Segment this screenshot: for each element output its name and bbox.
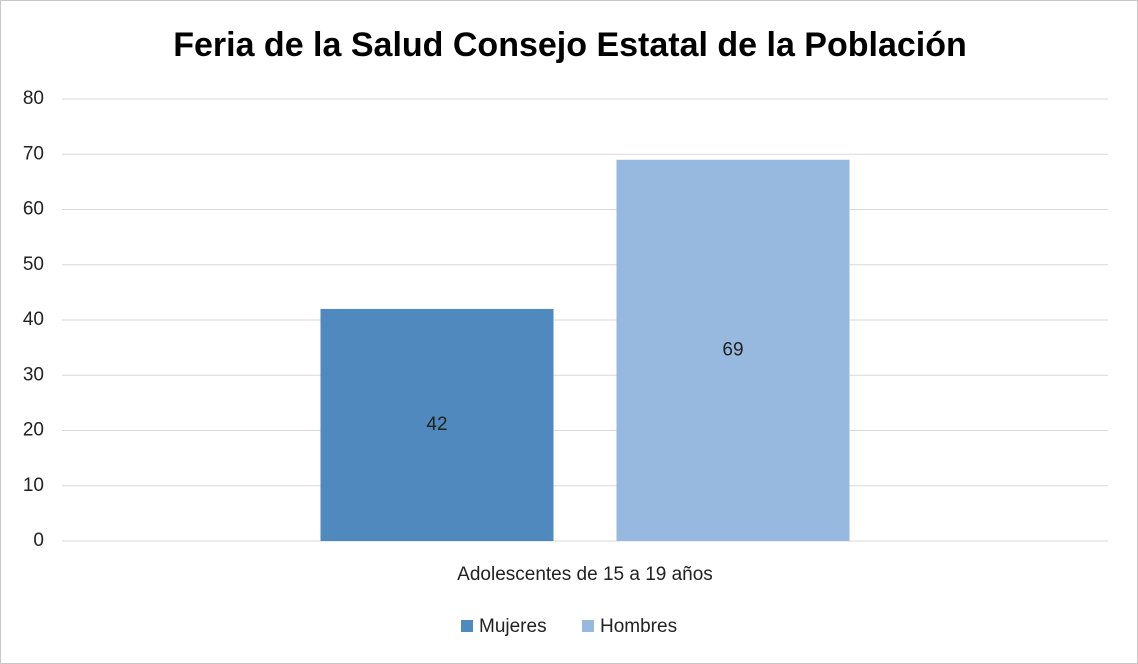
bar bbox=[320, 308, 554, 541]
data-label: 69 bbox=[722, 339, 743, 360]
legend-swatch bbox=[582, 620, 594, 632]
legend-swatch bbox=[461, 620, 473, 632]
bar bbox=[616, 159, 850, 541]
y-tick-label: 40 bbox=[23, 309, 44, 330]
data-label: 42 bbox=[426, 414, 447, 435]
chart-title: Feria de la Salud Consejo Estatal de la … bbox=[173, 26, 967, 64]
y-tick-label: 30 bbox=[23, 364, 44, 385]
legend-label: Mujeres bbox=[479, 616, 547, 637]
y-tick-label: 10 bbox=[23, 475, 44, 496]
y-tick-label: 60 bbox=[23, 199, 44, 220]
y-tick-label: 80 bbox=[23, 88, 44, 109]
y-tick-label: 50 bbox=[23, 254, 44, 275]
y-tick-label: 70 bbox=[23, 143, 44, 164]
y-tick-label: 20 bbox=[23, 420, 44, 441]
legend-label: Hombres bbox=[600, 616, 677, 637]
x-tick-label: Adolescentes de 15 a 19 años bbox=[457, 564, 713, 585]
y-tick-label: 0 bbox=[33, 530, 44, 551]
